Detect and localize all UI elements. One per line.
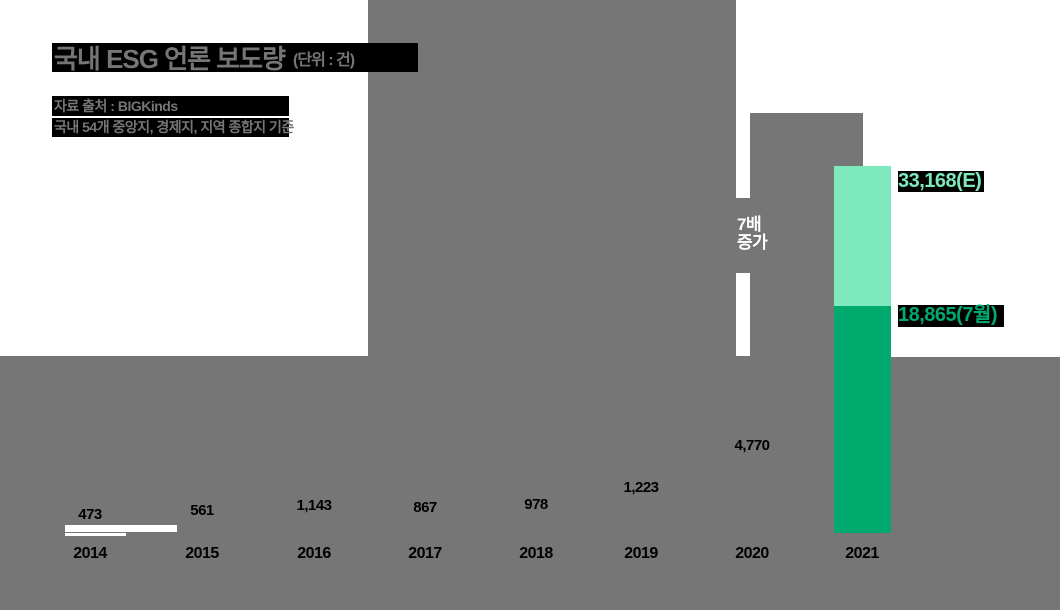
increase-annotation: 7배 증가 (737, 215, 768, 252)
source-line-2: 국내 54개 중앙지, 경제지, 지역 종합지 기준 (52, 118, 294, 137)
chart-title: 국내 ESG 언론 보도량 (54, 44, 286, 72)
bar-value-label-2017: 867 (413, 499, 437, 516)
axis-tick-2014 (65, 533, 126, 536)
increase-arrow-strip-bottom (736, 273, 750, 356)
increase-arrow-strip-top (736, 113, 750, 198)
year-label-2018: 2018 (519, 545, 553, 562)
bar-value-label-2019: 1,223 (623, 479, 659, 496)
bar-value-label-2020: 4,770 (734, 437, 770, 454)
value-label-2021-july: 18,865(7월) (898, 305, 1004, 327)
bar-value-label-2015: 561 (190, 502, 214, 519)
increase-annotation-line2: 증가 (737, 233, 768, 252)
year-label-2016: 2016 (297, 545, 331, 562)
source-line-1: 자료 출처 : BIGKinds (52, 96, 289, 116)
increase-annotation-line1: 7배 (737, 215, 762, 234)
year-label-2017: 2017 (408, 545, 442, 562)
year-label-2020: 2020 (735, 545, 769, 562)
bar-value-label-2018: 978 (524, 496, 548, 513)
chart-title-box: 국내 ESG 언론 보도량 (단위 : 건) (52, 43, 418, 72)
bar-value-label-2014: 473 (78, 506, 102, 523)
panel-top-right (736, 0, 1060, 113)
bar-2021-estimate-segment (834, 166, 891, 306)
bar-value-label-2016: 1,143 (296, 497, 332, 514)
value-label-2021-estimate: 33,168(E) (898, 171, 984, 192)
year-label-2019: 2019 (624, 545, 658, 562)
chart-unit: (단위 : 건) (293, 51, 355, 69)
year-label-2015: 2015 (185, 545, 219, 562)
bar-2021-july-segment (834, 306, 891, 533)
year-label-2021: 2021 (845, 545, 879, 562)
year-label-2014: 2014 (73, 545, 107, 562)
bar-2014-white (65, 525, 177, 532)
